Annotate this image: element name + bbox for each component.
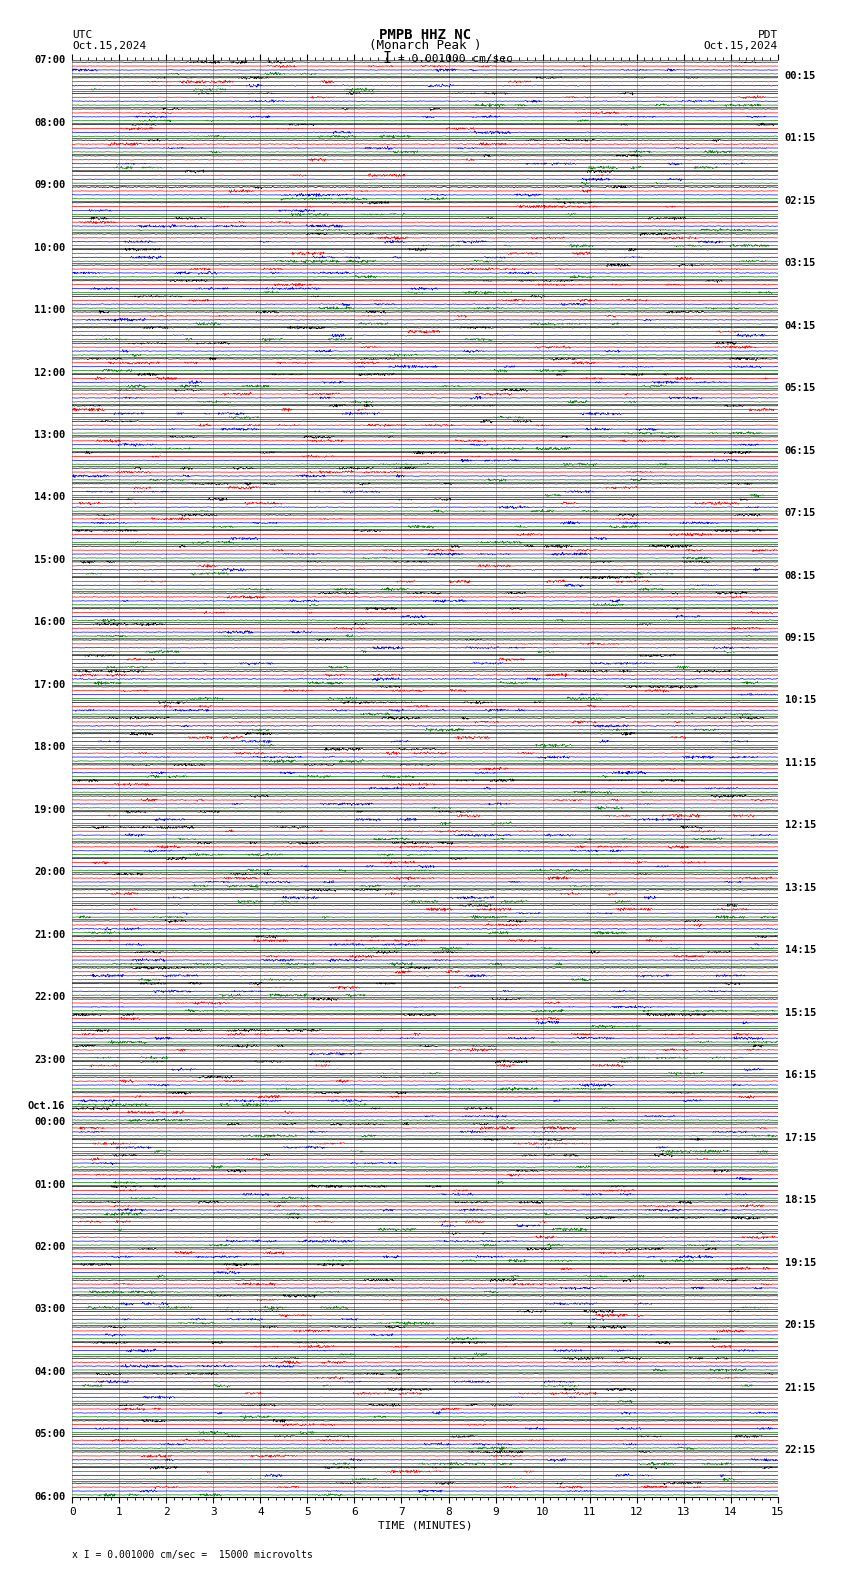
Text: x I = 0.001000 cm/sec =  15000 microvolts: x I = 0.001000 cm/sec = 15000 microvolts: [72, 1551, 313, 1560]
Text: PMPB HHZ NC: PMPB HHZ NC: [379, 29, 471, 41]
Text: 20:15: 20:15: [785, 1319, 816, 1331]
Text: I: I: [382, 51, 391, 67]
Text: 21:15: 21:15: [785, 1383, 816, 1392]
Text: 03:00: 03:00: [34, 1305, 65, 1315]
Text: 09:15: 09:15: [785, 634, 816, 643]
Text: 19:00: 19:00: [34, 805, 65, 814]
Text: PDT: PDT: [757, 30, 778, 40]
Text: 06:15: 06:15: [785, 445, 816, 456]
Text: 22:15: 22:15: [785, 1445, 816, 1456]
Text: 02:00: 02:00: [34, 1242, 65, 1251]
Text: 19:15: 19:15: [785, 1258, 816, 1267]
Text: 11:15: 11:15: [785, 757, 816, 768]
Text: 09:00: 09:00: [34, 181, 65, 190]
Text: 00:15: 00:15: [785, 71, 816, 81]
Text: 22:00: 22:00: [34, 992, 65, 1003]
Text: UTC: UTC: [72, 30, 93, 40]
Text: 12:15: 12:15: [785, 821, 816, 830]
Text: Oct.15,2024: Oct.15,2024: [72, 41, 146, 51]
Text: 10:15: 10:15: [785, 695, 816, 705]
Text: 06:00: 06:00: [34, 1492, 65, 1502]
Text: 14:00: 14:00: [34, 493, 65, 502]
X-axis label: TIME (MINUTES): TIME (MINUTES): [377, 1521, 473, 1530]
Text: 01:00: 01:00: [34, 1180, 65, 1190]
Text: 03:15: 03:15: [785, 258, 816, 268]
Text: 04:15: 04:15: [785, 320, 816, 331]
Text: 20:00: 20:00: [34, 866, 65, 878]
Text: 18:00: 18:00: [34, 743, 65, 752]
Text: 08:15: 08:15: [785, 570, 816, 580]
Text: 16:15: 16:15: [785, 1071, 816, 1080]
Text: Oct.15,2024: Oct.15,2024: [704, 41, 778, 51]
Text: 23:00: 23:00: [34, 1055, 65, 1064]
Text: = 0.001000 cm/sec: = 0.001000 cm/sec: [398, 54, 513, 63]
Text: 02:15: 02:15: [785, 196, 816, 206]
Text: 05:00: 05:00: [34, 1429, 65, 1440]
Text: 21:00: 21:00: [34, 930, 65, 939]
Text: 17:00: 17:00: [34, 680, 65, 691]
Text: 18:15: 18:15: [785, 1196, 816, 1205]
Text: 16:00: 16:00: [34, 618, 65, 627]
Text: 15:15: 15:15: [785, 1007, 816, 1019]
Text: Oct.16: Oct.16: [28, 1101, 65, 1112]
Text: 10:00: 10:00: [34, 242, 65, 252]
Text: 08:00: 08:00: [34, 117, 65, 128]
Text: 07:00: 07:00: [34, 55, 65, 65]
Text: 11:00: 11:00: [34, 306, 65, 315]
Text: 07:15: 07:15: [785, 508, 816, 518]
Text: 00:00: 00:00: [34, 1117, 65, 1128]
Text: 01:15: 01:15: [785, 133, 816, 143]
Text: 17:15: 17:15: [785, 1133, 816, 1142]
Text: 04:00: 04:00: [34, 1367, 65, 1376]
Text: 14:15: 14:15: [785, 946, 816, 955]
Text: 05:15: 05:15: [785, 383, 816, 393]
Text: 15:00: 15:00: [34, 554, 65, 565]
Text: 13:00: 13:00: [34, 429, 65, 440]
Text: 12:00: 12:00: [34, 367, 65, 377]
Text: 13:15: 13:15: [785, 882, 816, 893]
Text: (Monarch Peak ): (Monarch Peak ): [369, 40, 481, 52]
